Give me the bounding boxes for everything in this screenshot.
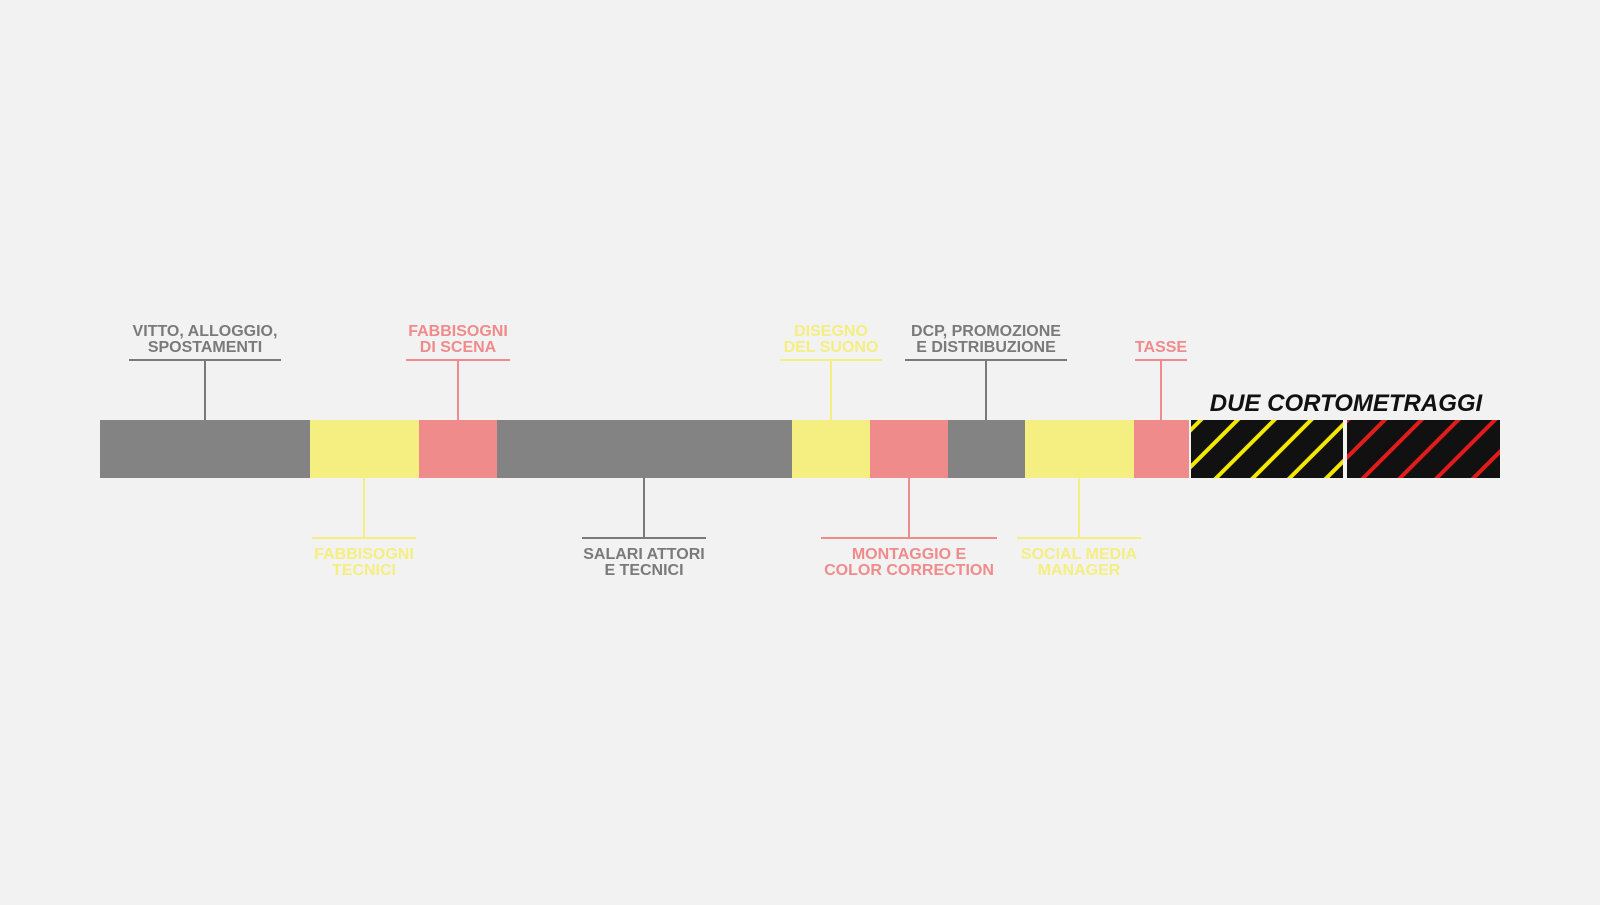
shorts-block-corto-2 bbox=[1347, 420, 1500, 478]
segment-labels: VITTO, ALLOGGIO,SPOSTAMENTIFABBISOGNITEC… bbox=[129, 323, 1187, 579]
bar-segment-salari bbox=[497, 420, 792, 478]
label-text-vitto-2: SPOSTAMENTI bbox=[148, 339, 262, 356]
label-text-fabb-scena-1: FABBISOGNI bbox=[408, 323, 508, 340]
label-text-montaggio-1: MONTAGGIO E bbox=[852, 546, 967, 563]
bar-segment-social bbox=[1025, 420, 1134, 478]
label-text-salari-2: E TECNICI bbox=[604, 562, 683, 579]
label-text-fabb-tecnici-1: FABBISOGNI bbox=[314, 546, 414, 563]
label-text-fabb-scena-2: DI SCENA bbox=[420, 339, 497, 356]
bar-segment-dcp bbox=[948, 420, 1025, 478]
diagram-title: DUE CORTOMETRAGGI bbox=[1210, 390, 1484, 417]
label-text-dcp-2: E DISTRIBUZIONE bbox=[916, 339, 1056, 356]
bar-segment-vitto bbox=[100, 420, 310, 478]
label-text-social-2: MANAGER bbox=[1038, 562, 1121, 579]
label-text-fabb-tecnici-2: TECNICI bbox=[332, 562, 396, 579]
label-text-salari-1: SALARI ATTORI bbox=[583, 546, 704, 563]
budget-bar bbox=[100, 420, 1189, 478]
label-text-montaggio-2: COLOR CORRECTION bbox=[824, 562, 994, 579]
label-text-suono-2: DEL SUONO bbox=[784, 339, 879, 356]
label-text-social-1: SOCIAL MEDIA bbox=[1021, 546, 1138, 563]
bar-segment-montaggio bbox=[870, 420, 948, 478]
label-text-dcp-1: DCP, PROMOZIONE bbox=[911, 323, 1061, 340]
bar-segment-fabb-tecnici bbox=[310, 420, 419, 478]
label-text-tasse-1: TASSE bbox=[1135, 339, 1187, 356]
bar-segment-fabb-scena bbox=[419, 420, 497, 478]
bar-segment-tasse bbox=[1134, 420, 1189, 478]
bar-segment-suono bbox=[792, 420, 870, 478]
label-group-tasse: TASSE bbox=[1135, 339, 1187, 420]
label-text-vitto-1: VITTO, ALLOGGIO, bbox=[133, 323, 278, 340]
shorts-blocks bbox=[1191, 420, 1500, 478]
label-group-vitto: VITTO, ALLOGGIO,SPOSTAMENTI bbox=[129, 323, 281, 420]
shorts-block-corto-1 bbox=[1191, 420, 1343, 478]
label-text-suono-1: DISEGNO bbox=[794, 323, 868, 340]
